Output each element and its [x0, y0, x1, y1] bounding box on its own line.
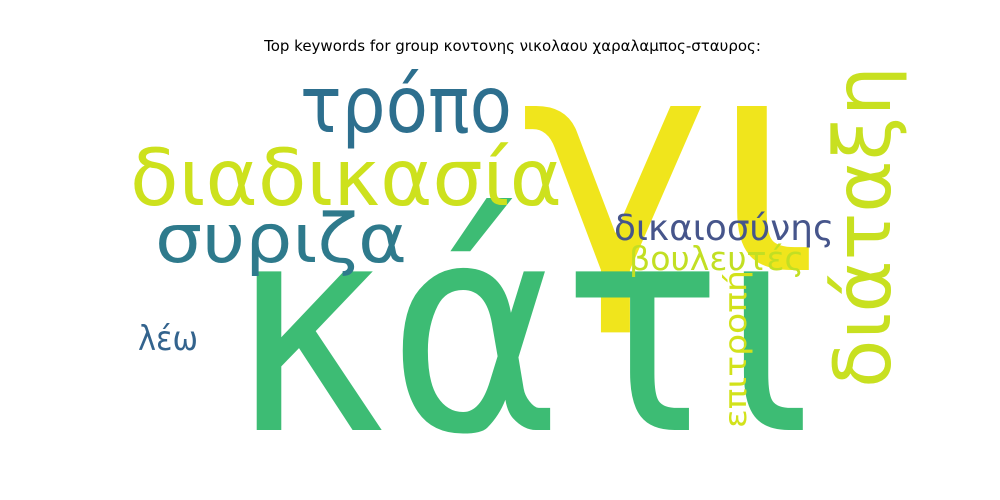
- word-vouleftes: βουλευτές: [629, 239, 804, 278]
- word-leo: λέω: [138, 319, 198, 359]
- word-tropo: τρόπο: [300, 61, 512, 151]
- word-syriza: συριζα: [155, 200, 407, 279]
- word-diataxi: διάταξη: [819, 66, 909, 388]
- figure-title: Top keywords for group κοντονης νικολαου…: [264, 37, 761, 55]
- word-diadikasia: διαδικασία: [130, 134, 562, 224]
- word-epitropi: επιτροπή: [719, 270, 754, 428]
- word-dikaiosynis: δικαιοσύνης: [614, 208, 834, 249]
- word-gi: γι: [520, 0, 820, 341]
- word-kati: κάτι: [232, 162, 812, 499]
